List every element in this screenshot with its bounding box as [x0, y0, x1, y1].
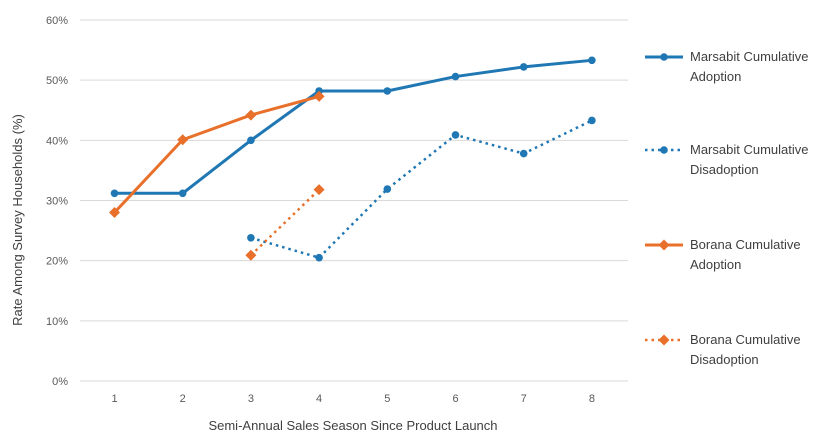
legend-label: Disadoption	[690, 162, 759, 177]
x-axis-title: Semi-Annual Sales Season Since Product L…	[208, 418, 497, 433]
legend-label: Disadoption	[690, 352, 759, 367]
data-point	[177, 134, 189, 146]
legend-swatch-marker	[660, 146, 668, 154]
y-axis-title: Rate Among Survey Households (%)	[10, 114, 25, 326]
gridlines	[80, 19, 628, 382]
data-point	[245, 249, 257, 261]
x-tick-label: 8	[589, 393, 595, 405]
legend-label: Adoption	[690, 257, 741, 272]
series-line	[113, 94, 320, 214]
data-point	[451, 131, 460, 139]
legend-item: Borana Cumulative Disadoption	[645, 332, 801, 367]
data-point	[315, 253, 323, 262]
data-point	[451, 72, 460, 81]
series-1	[110, 56, 596, 198]
data-point	[245, 109, 257, 121]
legend-item: Marsabit Cumulative Adoption	[645, 49, 809, 84]
data-point	[519, 149, 528, 158]
data-point	[110, 189, 119, 198]
y-tick-label: 50%	[46, 75, 68, 87]
series-3	[109, 90, 325, 219]
legend-label: Marsabit Cumulative	[690, 49, 809, 64]
x-axis-tick-labels: 1 2 3 4 5 6 7 8	[111, 393, 595, 405]
y-tick-label: 40%	[46, 135, 68, 147]
x-tick-label: 7	[521, 393, 527, 405]
y-tick-label: 60%	[46, 15, 68, 27]
y-tick-label: 30%	[46, 196, 68, 208]
legend-item: Marsabit Cumulative Disadoption	[645, 142, 809, 177]
x-tick-label: 3	[248, 393, 254, 405]
series-line	[250, 188, 320, 257]
data-point	[588, 56, 596, 65]
legend-item: Borana Cumulative Adoption	[645, 237, 801, 272]
legend-label: Borana Cumulative	[690, 237, 801, 252]
legend-swatch-marker	[660, 53, 668, 61]
x-tick-label: 5	[384, 393, 390, 405]
legend-label: Adoption	[690, 69, 741, 84]
data-point	[383, 87, 392, 95]
data-point	[588, 116, 596, 125]
y-tick-label: 20%	[46, 256, 68, 268]
legend-label: Marsabit Cumulative	[690, 142, 809, 157]
data-point	[178, 189, 187, 198]
data-point	[383, 185, 392, 193]
y-tick-label: 0%	[52, 376, 68, 388]
series-line	[250, 119, 593, 259]
legend-swatch-marker	[658, 239, 670, 251]
data-point	[247, 136, 255, 145]
x-tick-label: 6	[452, 393, 458, 405]
series-4	[245, 184, 325, 261]
data-point	[247, 234, 255, 242]
legend-swatch-marker	[658, 334, 670, 346]
data-point	[109, 207, 120, 219]
x-tick-label: 2	[180, 393, 186, 405]
series-2	[247, 116, 596, 262]
series-line	[114, 58, 593, 195]
y-tick-label: 10%	[46, 316, 68, 328]
data-point	[313, 184, 325, 196]
legend-label: Borana Cumulative	[690, 332, 801, 347]
x-tick-label: 1	[111, 393, 117, 405]
data-point	[519, 63, 528, 71]
x-tick-label: 4	[316, 393, 322, 405]
y-axis-tick-labels: 0% 10% 20% 30% 40% 50% 60%	[46, 15, 68, 388]
data-point	[313, 90, 325, 102]
series-group	[109, 56, 596, 262]
